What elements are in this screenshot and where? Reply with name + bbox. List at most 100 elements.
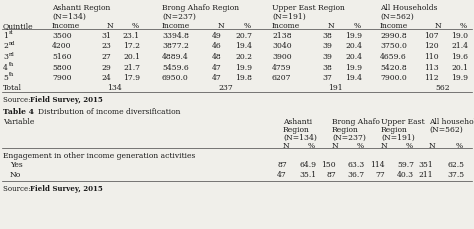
Text: 59.7: 59.7 — [397, 160, 414, 168]
Text: st: st — [9, 30, 13, 35]
Text: All households: All households — [429, 117, 474, 125]
Text: Yes: Yes — [10, 160, 23, 168]
Text: (N=191): (N=191) — [272, 13, 306, 21]
Text: N: N — [283, 141, 290, 149]
Text: 20.2: 20.2 — [235, 53, 252, 61]
Text: 351: 351 — [418, 160, 433, 168]
Text: 5459.6: 5459.6 — [162, 63, 189, 71]
Text: (N=237): (N=237) — [332, 134, 366, 141]
Text: 7900.0: 7900.0 — [380, 74, 407, 82]
Text: Quintile: Quintile — [3, 22, 34, 30]
Text: 19.9: 19.9 — [235, 63, 252, 71]
Text: 19.8: 19.8 — [235, 74, 252, 82]
Text: 20.7: 20.7 — [235, 32, 252, 40]
Text: 237: 237 — [218, 84, 233, 92]
Text: %: % — [406, 141, 413, 149]
Text: 112: 112 — [424, 74, 439, 82]
Text: N: N — [381, 141, 388, 149]
Text: 19.4: 19.4 — [235, 42, 252, 50]
Text: 3040: 3040 — [272, 42, 292, 50]
Text: 19.4: 19.4 — [345, 74, 362, 82]
Text: 77: 77 — [375, 170, 385, 178]
Text: 48: 48 — [212, 53, 222, 61]
Text: 21.7: 21.7 — [123, 63, 140, 71]
Text: Region: Region — [332, 125, 359, 134]
Text: 7900: 7900 — [52, 74, 72, 82]
Text: Income: Income — [52, 22, 80, 30]
Text: 47: 47 — [212, 63, 222, 71]
Text: 19.9: 19.9 — [451, 74, 468, 82]
Text: Upper East Region: Upper East Region — [272, 4, 345, 12]
Text: 4889.4: 4889.4 — [162, 53, 189, 61]
Text: N: N — [107, 22, 114, 30]
Text: 4759: 4759 — [272, 63, 292, 71]
Text: 47: 47 — [277, 170, 287, 178]
Text: %: % — [244, 22, 251, 30]
Text: 17.2: 17.2 — [123, 42, 140, 50]
Text: %: % — [308, 141, 315, 149]
Text: 107: 107 — [424, 32, 439, 40]
Text: 64.9: 64.9 — [299, 160, 316, 168]
Text: 17.9: 17.9 — [123, 74, 140, 82]
Text: 87: 87 — [326, 170, 336, 178]
Text: 3900: 3900 — [272, 53, 292, 61]
Text: 5800: 5800 — [52, 63, 72, 71]
Text: Income: Income — [380, 22, 408, 30]
Text: 6950.0: 6950.0 — [162, 74, 189, 82]
Text: 5160: 5160 — [52, 53, 72, 61]
Text: (N=562): (N=562) — [429, 125, 463, 134]
Text: N: N — [328, 22, 335, 30]
Text: Income: Income — [272, 22, 300, 30]
Text: Upper East: Upper East — [381, 117, 425, 125]
Text: 114: 114 — [370, 160, 385, 168]
Text: 38: 38 — [322, 32, 332, 40]
Text: (N=134): (N=134) — [52, 13, 86, 21]
Text: All Households: All Households — [380, 4, 438, 12]
Text: Distribution of income diversification: Distribution of income diversification — [38, 108, 181, 115]
Text: 3750.0: 3750.0 — [380, 42, 407, 50]
Text: (N=134): (N=134) — [283, 134, 317, 141]
Text: Ashanti Region: Ashanti Region — [52, 4, 110, 12]
Text: 19.6: 19.6 — [451, 53, 468, 61]
Text: 5420.8: 5420.8 — [380, 63, 407, 71]
Text: 39: 39 — [322, 53, 332, 61]
Text: Ashanti: Ashanti — [283, 117, 312, 125]
Text: N: N — [218, 22, 225, 30]
Text: 49: 49 — [212, 32, 222, 40]
Text: 24: 24 — [101, 74, 111, 82]
Text: 36.7: 36.7 — [348, 170, 365, 178]
Text: 20.4: 20.4 — [345, 42, 362, 50]
Text: 3877.2: 3877.2 — [162, 42, 189, 50]
Text: 2: 2 — [3, 42, 8, 50]
Text: 21.4: 21.4 — [451, 42, 468, 50]
Text: 38: 38 — [322, 63, 332, 71]
Text: 20.4: 20.4 — [345, 53, 362, 61]
Text: Source:: Source: — [3, 184, 33, 192]
Text: Brong Ahafo: Brong Ahafo — [332, 117, 380, 125]
Text: 23: 23 — [101, 42, 111, 50]
Text: 63.3: 63.3 — [348, 160, 365, 168]
Text: Field Survey, 2015: Field Survey, 2015 — [30, 96, 103, 104]
Text: 19.0: 19.0 — [451, 32, 468, 40]
Text: 4200: 4200 — [52, 42, 72, 50]
Text: 39: 39 — [322, 42, 332, 50]
Text: 4659.6: 4659.6 — [380, 53, 407, 61]
Text: 87: 87 — [277, 160, 287, 168]
Text: 134: 134 — [107, 84, 122, 92]
Text: th: th — [9, 72, 14, 77]
Text: (N=562): (N=562) — [380, 13, 414, 21]
Text: Total: Total — [3, 84, 22, 92]
Text: 562: 562 — [435, 84, 450, 92]
Text: (N=191): (N=191) — [381, 134, 415, 141]
Text: 46: 46 — [212, 42, 222, 50]
Text: 6207: 6207 — [272, 74, 292, 82]
Text: 31: 31 — [101, 32, 111, 40]
Text: 35.1: 35.1 — [299, 170, 316, 178]
Text: 5: 5 — [3, 74, 8, 82]
Text: 62.5: 62.5 — [447, 160, 464, 168]
Text: %: % — [354, 22, 361, 30]
Text: 47: 47 — [212, 74, 222, 82]
Text: 23.1: 23.1 — [123, 32, 140, 40]
Text: 1: 1 — [3, 32, 8, 40]
Text: Engagement in other income generation activities: Engagement in other income generation ac… — [3, 151, 195, 159]
